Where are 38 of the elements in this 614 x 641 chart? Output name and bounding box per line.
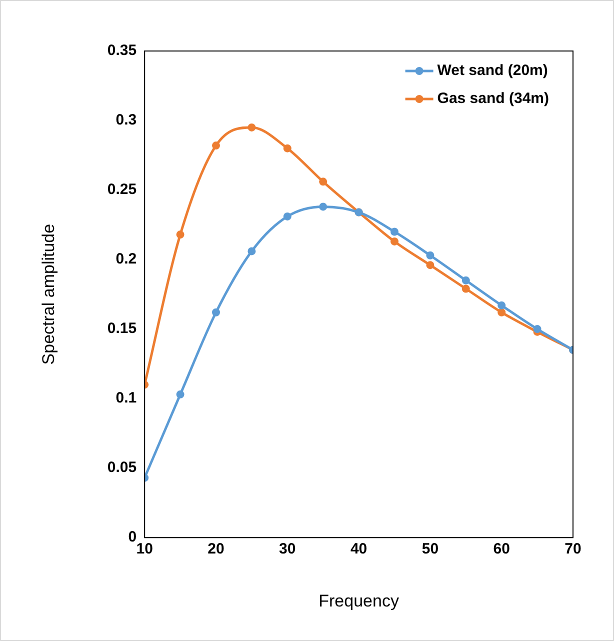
legend-label: Gas sand (34m) — [437, 90, 550, 108]
y-tick-label: 0.2 — [116, 250, 137, 268]
point — [462, 276, 470, 284]
point — [498, 308, 506, 316]
point — [498, 301, 506, 310]
y-tick-label: 0.1 — [116, 390, 137, 407]
point — [283, 144, 292, 152]
x-tick-label: 70 — [564, 540, 582, 558]
point — [462, 284, 470, 293]
legend-label: Wet sand (20m) — [437, 62, 548, 80]
x-tick-label: 50 — [422, 540, 439, 558]
point — [176, 390, 184, 398]
point — [248, 247, 256, 256]
y-tick-label: 0.15 — [107, 320, 137, 338]
x-tick-label: 30 — [279, 540, 296, 558]
point — [426, 261, 434, 270]
point — [390, 237, 398, 246]
y-tick-label: 0.3 — [116, 112, 137, 129]
x-tick-label: 60 — [493, 540, 510, 558]
point — [319, 202, 328, 211]
x-tick-label: 10 — [136, 540, 153, 558]
y-tick-label: 0.25 — [107, 181, 137, 198]
point — [390, 228, 398, 236]
y-tick-label: 0.05 — [107, 459, 137, 476]
point — [176, 230, 184, 239]
point — [283, 212, 292, 220]
x-tick-label: 20 — [208, 540, 224, 558]
point — [426, 251, 434, 260]
point — [248, 123, 256, 132]
x-axis-title: Frequency — [318, 591, 400, 610]
point — [319, 178, 328, 186]
point — [212, 142, 220, 150]
y-axis-title: Spectral amplitude — [38, 224, 58, 365]
point — [212, 308, 220, 316]
x-tick-label: 40 — [350, 540, 368, 558]
y-tick-label: 0 — [128, 528, 137, 546]
y-tick-label: 0.35 — [107, 42, 137, 60]
point — [533, 325, 542, 334]
